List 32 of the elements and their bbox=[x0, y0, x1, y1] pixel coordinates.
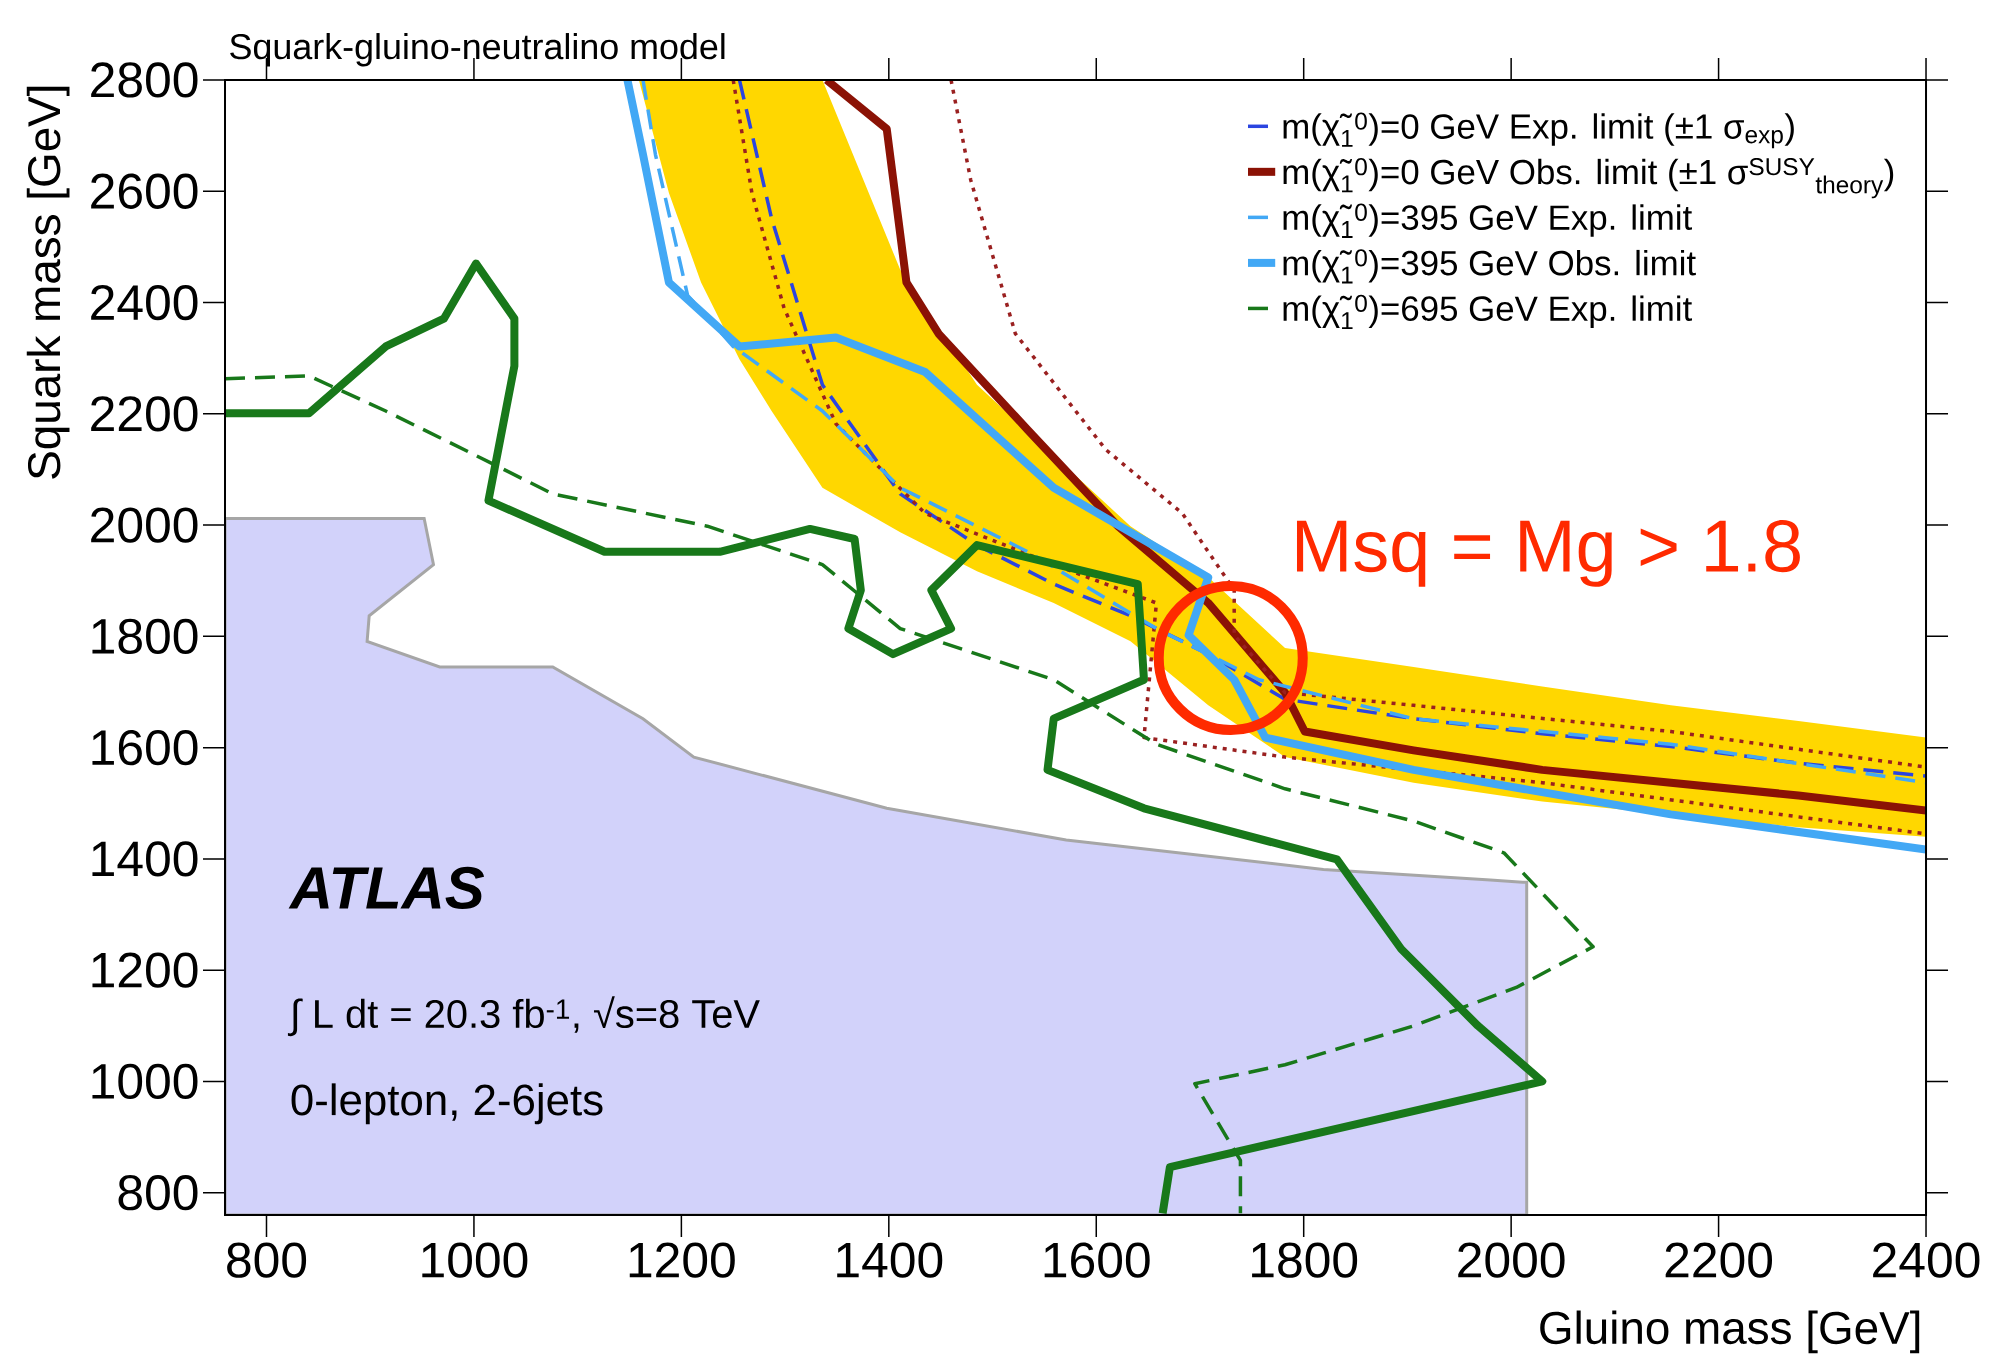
y-tick-label: 2200 bbox=[91, 396, 198, 432]
x-tick-label: 1600 bbox=[1044, 1242, 1150, 1278]
x-tick-label: 2000 bbox=[1458, 1242, 1565, 1278]
annotation: ∫ L dt = 20.3 fb$^{-1}$, √s=8 TeV bbox=[287, 996, 760, 1037]
y-tick-label: 1600 bbox=[92, 729, 198, 766]
x-tick-label: 2200 bbox=[1665, 1242, 1773, 1278]
y-tick-label: 2000 bbox=[91, 507, 198, 543]
y-tick-label: 2400 bbox=[91, 284, 198, 321]
x-tick-label: 2400 bbox=[1873, 1242, 1980, 1278]
x-tick-label: 1800 bbox=[1252, 1242, 1358, 1278]
y-tick-label: 1400 bbox=[92, 841, 198, 877]
y-axis-title: Squark mass [GeV] bbox=[26, 86, 70, 479]
y-tick-label: 2600 bbox=[91, 173, 198, 209]
annotation: 0-lepton, 2-6jets bbox=[291, 1083, 603, 1125]
y-tick-label: 2800 bbox=[91, 62, 198, 98]
annotation: ATLAS bbox=[288, 866, 485, 910]
legend-label: m(χ̃$_{1}$$^{0}$)=0 GeV Obs. limit (±1 σ$^{SUSY}$$_{theory}$) bbox=[1283, 158, 1894, 199]
x-tick-label: 1000 bbox=[422, 1242, 528, 1278]
legend-label: m(χ̃$_{1}$$^{0}$)=395 GeV Exp. limit bbox=[1283, 203, 1692, 238]
x-tick-label: 1400 bbox=[837, 1242, 943, 1278]
x-tick-label: 800 bbox=[227, 1242, 307, 1278]
annotation: Msq = Mg > 1.8 bbox=[1296, 520, 1800, 587]
x-axis-title: Gluino mass [GeV] bbox=[1540, 1310, 1920, 1354]
x-tick-label: 1200 bbox=[629, 1242, 735, 1278]
legend-label: m(χ̃$_{1}$$^{0}$)=395 GeV Obs. limit bbox=[1283, 249, 1696, 284]
legend-label: m(χ̃$_{1}$$^{0}$)=0 GeV Exp. limit (±1 σ$_{exp}$) bbox=[1283, 112, 1794, 149]
y-tick-label: 800 bbox=[118, 1175, 198, 1211]
y-tick-label: 1000 bbox=[92, 1063, 198, 1100]
chart-title: Squark-gluino-neutralino model bbox=[230, 33, 725, 67]
y-tick-label: 1200 bbox=[92, 952, 198, 988]
y-tick-label: 1800 bbox=[92, 618, 198, 654]
legend-label: m(χ̃$_{1}$$^{0}$)=695 GeV Exp. limit bbox=[1283, 294, 1692, 329]
